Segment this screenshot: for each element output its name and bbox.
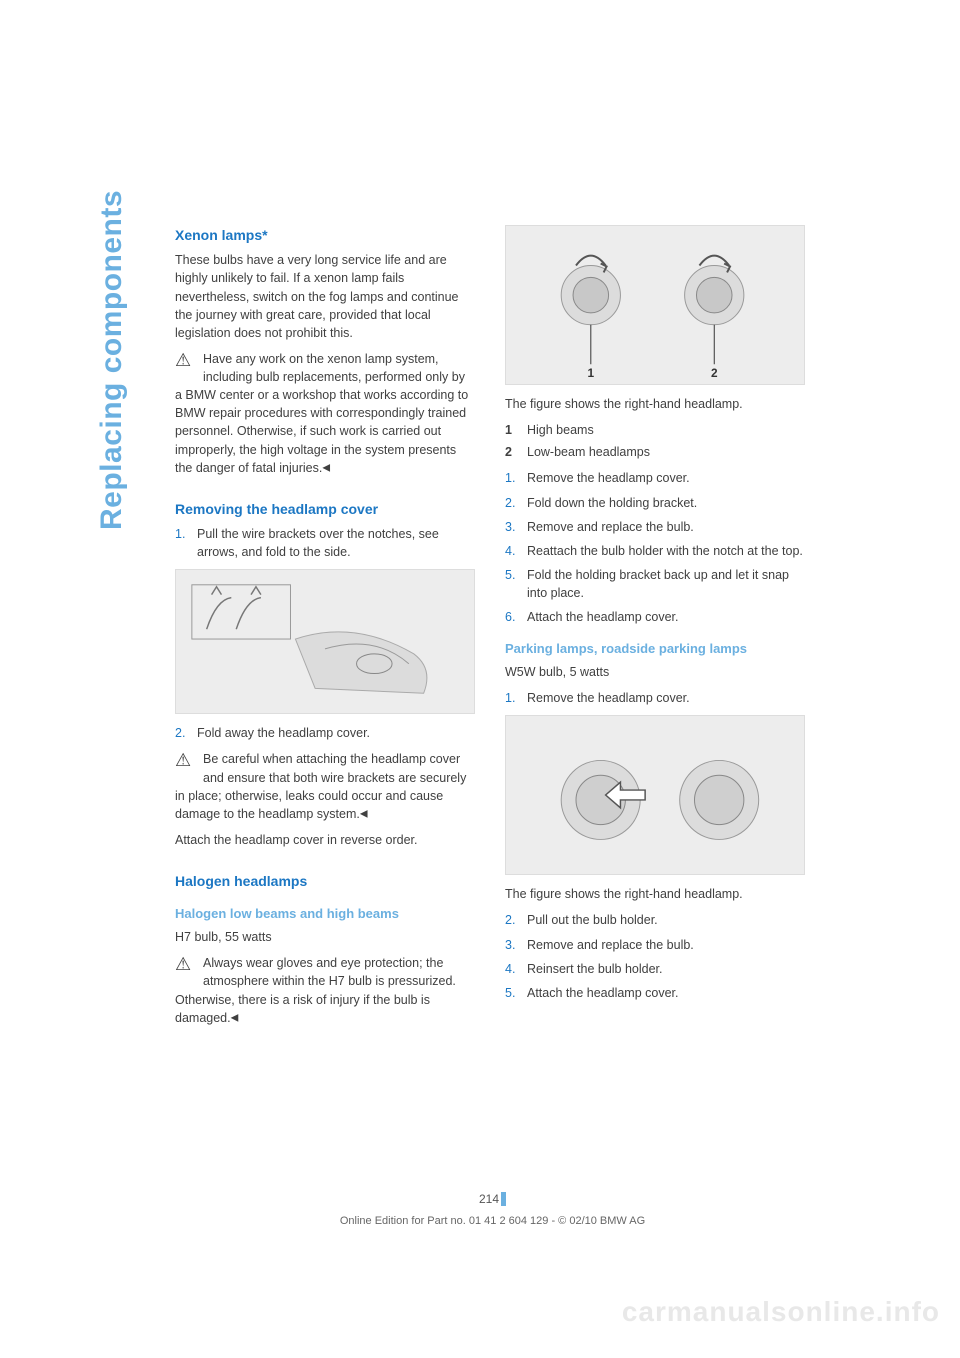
step-text: Remove and replace the bulb.: [527, 936, 805, 954]
left-column: Xenon lamps* These bulbs have a very lon…: [175, 225, 475, 1035]
page-number-wrap: 214: [175, 1190, 810, 1208]
parking-bulb-spec: W5W bulb, 5 watts: [505, 663, 805, 681]
step-number: 4.: [505, 960, 527, 978]
warning-halogen-text: Always wear gloves and eye protection; t…: [175, 956, 456, 1024]
attach-reverse: Attach the headlamp cover in reverse ord…: [175, 831, 475, 849]
fig2-caption: The figure shows the right-hand headlamp…: [505, 395, 805, 413]
warning-halogen: ⚠ Always wear gloves and eye protection;…: [175, 954, 475, 1027]
warning-icon: ⚠: [175, 751, 197, 771]
figure-svg: [176, 570, 474, 713]
step-number: 5.: [505, 566, 527, 602]
step-text: Remove the headlamp cover.: [527, 469, 805, 487]
heading-xenon: Xenon lamps*: [175, 225, 475, 245]
legend-text: Low-beam headlamps: [527, 443, 650, 461]
warning-cover-text: Be careful when attaching the headlamp c…: [175, 752, 466, 820]
removing-steps-2: 2.Fold away the headlamp cover.: [175, 724, 475, 742]
step-text: Attach the headlamp cover.: [527, 608, 805, 626]
step-text: Pull out the bulb holder.: [527, 911, 805, 929]
subheading-parking-lamps: Parking lamps, roadside parking lamps: [505, 640, 805, 659]
legend-number: 1: [505, 421, 527, 439]
legend-text: High beams: [527, 421, 594, 439]
step-number: 3.: [505, 518, 527, 536]
step-text: Remove the headlamp cover.: [527, 689, 805, 707]
end-marker-icon: ◀: [231, 1012, 239, 1023]
halogen-steps: 1.Remove the headlamp cover. 2.Fold down…: [505, 469, 805, 626]
warning-xenon: ⚠ Have any work on the xenon lamp system…: [175, 350, 475, 477]
fig3-caption: The figure shows the right-hand headlamp…: [505, 885, 805, 903]
removing-steps-1: 1.Pull the wire brackets over the notche…: [175, 525, 475, 561]
warning-icon: ⚠: [175, 351, 197, 371]
step-text: Fold away the headlamp cover.: [197, 724, 475, 742]
page-number-bar: [501, 1192, 506, 1206]
figure-svg: 1 2: [506, 226, 804, 384]
svg-text:2: 2: [711, 366, 718, 380]
step-number: 2.: [505, 494, 527, 512]
figure-legend: 1High beams 2Low-beam headlamps: [505, 421, 805, 461]
end-marker-icon: ◀: [322, 462, 330, 473]
step-text: Fold down the holding bracket.: [527, 494, 805, 512]
halogen-bulb-spec: H7 bulb, 55 watts: [175, 928, 475, 946]
figure-headlamp-cover: [175, 569, 475, 714]
step-text: Fold the holding bracket back up and let…: [527, 566, 805, 602]
xenon-paragraph: These bulbs have a very long service lif…: [175, 251, 475, 342]
page-content: Xenon lamps* These bulbs have a very lon…: [175, 225, 810, 1035]
subheading-halogen-low-high: Halogen low beams and high beams: [175, 905, 475, 924]
warning-icon: ⚠: [175, 955, 197, 975]
figure-halogen-bulbs: 1 2: [505, 225, 805, 385]
step-text: Remove and replace the bulb.: [527, 518, 805, 536]
heading-removing-cover: Removing the headlamp cover: [175, 499, 475, 519]
end-marker-icon: ◀: [360, 808, 368, 819]
figure-svg: [506, 716, 804, 874]
warning-xenon-text: Have any work on the xenon lamp system, …: [175, 352, 468, 475]
right-column: 1 2 The figure shows the right-hand head…: [505, 225, 805, 1035]
parking-steps-2: 2.Pull out the bulb holder. 3.Remove and…: [505, 911, 805, 1002]
warning-cover: ⚠ Be careful when attaching the headlamp…: [175, 750, 475, 823]
step-number: 5.: [505, 984, 527, 1002]
step-number: 1.: [505, 689, 527, 707]
watermark: carmanualsonline.info: [622, 1296, 940, 1328]
step-text: Attach the headlamp cover.: [527, 984, 805, 1002]
legend-number: 2: [505, 443, 527, 461]
svg-text:1: 1: [588, 366, 595, 380]
step-number: 4.: [505, 542, 527, 560]
step-number: 1.: [175, 525, 197, 561]
step-text: Reinsert the bulb holder.: [527, 960, 805, 978]
figure-parking-lamp: [505, 715, 805, 875]
step-number: 2.: [175, 724, 197, 742]
page-number: 214: [479, 1192, 499, 1206]
step-text: Pull the wire brackets over the notches,…: [197, 525, 475, 561]
step-number: 6.: [505, 608, 527, 626]
step-number: 2.: [505, 911, 527, 929]
step-number: 1.: [505, 469, 527, 487]
step-text: Reattach the bulb holder with the notch …: [527, 542, 805, 560]
parking-steps-1: 1.Remove the headlamp cover.: [505, 689, 805, 707]
footer-text: Online Edition for Part no. 01 41 2 604 …: [175, 1215, 810, 1227]
heading-halogen: Halogen headlamps: [175, 871, 475, 891]
section-title-vertical: Replacing components: [95, 190, 129, 530]
step-number: 3.: [505, 936, 527, 954]
